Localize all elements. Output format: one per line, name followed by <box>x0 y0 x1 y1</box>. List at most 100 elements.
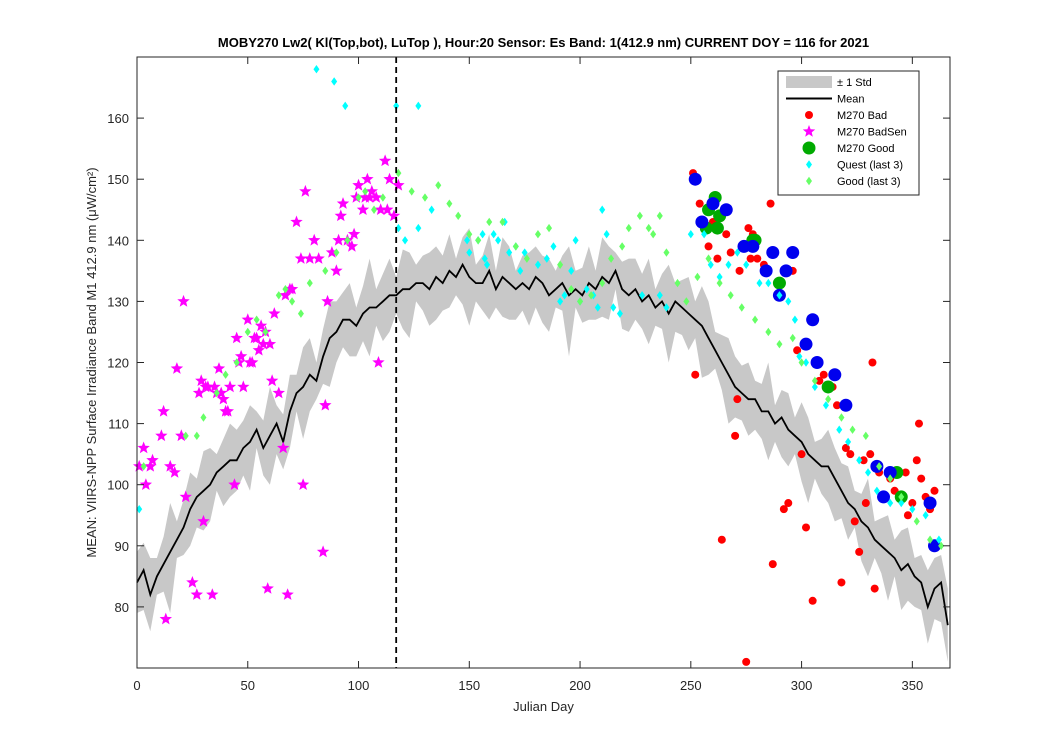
point-m270-bad <box>753 254 762 263</box>
point-m270-badsen <box>170 362 184 374</box>
point-good-last3 <box>577 297 584 306</box>
point-good-last3 <box>289 297 296 306</box>
point-m270-badsen <box>234 349 248 362</box>
point-good-last3 <box>200 413 207 422</box>
point-m270-bad <box>726 248 735 257</box>
legend: ± 1 Std Mean M270 Bad M270 BadSen M270 Good Q… <box>777 70 920 196</box>
point-good-last3 <box>765 327 772 337</box>
point-good-last3 <box>262 327 269 337</box>
point-m270-badsen <box>325 246 339 258</box>
point-m270-badsen <box>383 172 396 185</box>
point-m270-good <box>821 380 835 394</box>
point-m270-badsen <box>370 191 383 203</box>
point-m270-bad <box>841 444 850 453</box>
point-m270-bad <box>833 401 842 410</box>
point-m270-badsen <box>179 490 192 503</box>
point-m270-badsen <box>254 319 268 332</box>
point-m270-good <box>719 203 733 217</box>
point-quest-last3 <box>572 236 579 245</box>
point-m270-badsen <box>265 374 279 387</box>
point-quest-last3 <box>599 205 606 214</box>
std-band-layer <box>137 228 948 662</box>
y-tick-label: 110 <box>108 417 129 432</box>
point-m270-badsen <box>381 203 394 215</box>
point-good-last3 <box>362 187 369 196</box>
point-good-last3 <box>683 297 690 306</box>
point-m270-badsen <box>201 380 215 393</box>
point-good-last3 <box>140 462 147 471</box>
point-good-last3 <box>546 223 553 233</box>
point-m270-badsen <box>321 294 334 307</box>
point-quest-last3 <box>517 266 524 276</box>
point-m270-badsen <box>297 478 310 490</box>
point-quest-last3 <box>464 236 471 245</box>
point-good-last3 <box>446 199 453 208</box>
point-quest-last3 <box>603 229 610 239</box>
point-good-last3 <box>849 425 856 434</box>
point-m270-good <box>799 337 813 351</box>
point-good-last3 <box>608 254 615 263</box>
point-m270-good <box>810 356 824 369</box>
point-m270-badsen <box>268 307 281 319</box>
point-good-last3 <box>222 370 229 379</box>
point-m270-badsen <box>290 215 303 228</box>
point-m270-bad <box>695 199 704 208</box>
point-quest-last3 <box>898 498 905 508</box>
mean-line <box>136 262 949 626</box>
point-m270-badsen <box>175 429 188 442</box>
point-good-last3 <box>421 193 428 202</box>
point-m270-good <box>877 490 891 504</box>
x-axis-label: Julian Day <box>513 699 574 714</box>
point-quest-last3 <box>743 260 750 269</box>
point-m270-badsen <box>246 356 259 368</box>
point-quest-last3 <box>756 278 763 288</box>
y-tick-label: 160 <box>107 111 129 126</box>
point-quest-last3 <box>922 511 929 520</box>
text-layer: 0 50 100 150 200 250 300 350 80 90 100 110 120 130 140… <box>84 35 923 714</box>
point-m270-bad <box>784 499 793 508</box>
point-good-last3 <box>568 284 575 294</box>
point-quest-last3 <box>428 205 435 214</box>
point-m270-bad <box>742 657 751 666</box>
point-good-last3 <box>435 181 442 190</box>
point-quest-last3 <box>479 229 486 239</box>
legend-entry: Good (last 3) <box>806 176 901 188</box>
point-quest-last3 <box>887 498 894 508</box>
axes-frame-layer <box>136 56 951 669</box>
point-quest-last3 <box>313 65 320 74</box>
point-m270-badsen <box>316 545 330 558</box>
y-tick-label: 80 <box>115 600 129 615</box>
point-m270-badsen <box>241 313 254 325</box>
legend-entry: M270 Good <box>802 141 894 155</box>
point-m270-good <box>923 496 937 510</box>
y-tick-label: 90 <box>115 539 129 554</box>
point-good-last3 <box>499 217 506 227</box>
point-m270-good <box>927 539 941 553</box>
point-m270-badsen <box>177 294 190 307</box>
point-m270-good <box>779 264 793 278</box>
point-m270-badsen <box>263 337 277 350</box>
std-band <box>137 228 948 662</box>
point-quest-last3 <box>873 486 880 496</box>
point-m270-bad <box>746 254 755 263</box>
point-m270-bad <box>766 199 775 208</box>
point-quest-last3 <box>561 291 568 300</box>
point-quest-last3 <box>845 437 852 447</box>
y-tick-label: 150 <box>107 172 129 187</box>
point-m270-badsen <box>363 191 376 203</box>
point-good-last3 <box>811 376 818 386</box>
point-m270-badsen <box>365 184 378 197</box>
legend-swatch <box>802 141 816 155</box>
point-good-last3 <box>798 358 805 367</box>
point-m270-badsen <box>139 478 152 490</box>
chart-title: MOBY270 Lw2( Kl(Top,bot), LuTop ), Hour:… <box>218 35 869 50</box>
point-quest-last3 <box>543 254 550 263</box>
point-quest-last3 <box>803 358 810 367</box>
legend-entry: M270 Bad <box>805 110 887 122</box>
point-good-last3 <box>599 278 606 288</box>
point-quest-last3 <box>865 468 872 477</box>
point-good-last3 <box>466 229 473 239</box>
mean-line-layer <box>136 262 949 626</box>
point-good-last3 <box>645 223 652 233</box>
